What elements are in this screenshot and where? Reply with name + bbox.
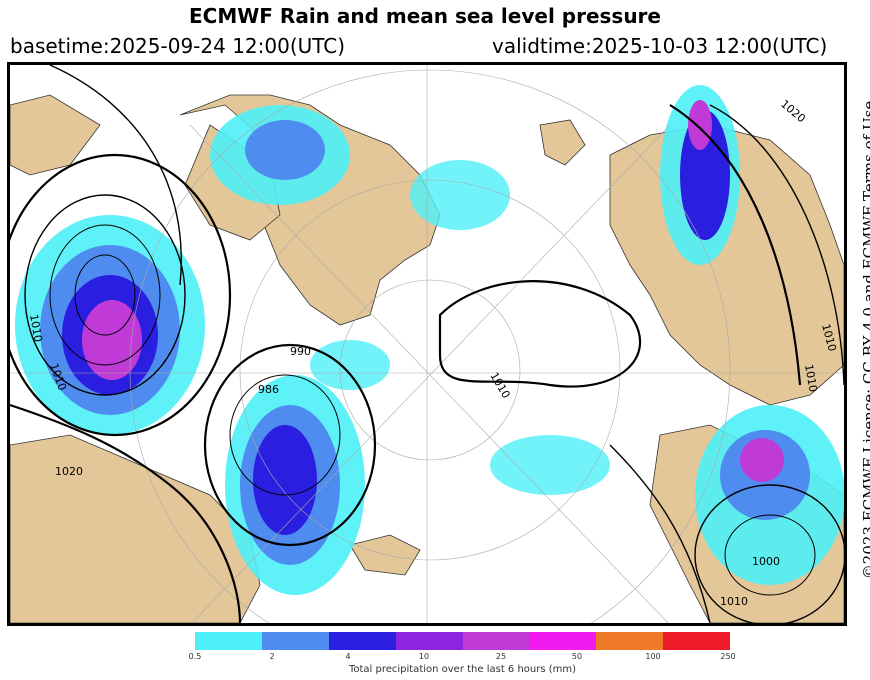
legend-swatch — [529, 632, 597, 650]
precip-patch — [253, 425, 317, 535]
legend-swatch — [195, 632, 262, 650]
precip-patch — [310, 340, 390, 390]
isobar-label: 986 — [258, 383, 279, 396]
map-title: ECMWF Rain and mean sea level pressure — [189, 4, 661, 28]
legend-ticks: 0.5 2 4 10 25 50 100 250 — [0, 652, 870, 662]
isobar — [10, 153, 232, 437]
alaska-land — [10, 94, 101, 176]
northwest-land — [10, 434, 261, 623]
isobar — [438, 280, 642, 388]
isobar — [10, 403, 242, 623]
isobar-label: 990 — [290, 345, 311, 358]
isobar — [203, 343, 377, 547]
svalbard-land — [539, 119, 586, 166]
precip-patch — [490, 435, 610, 495]
legend-swatch — [395, 632, 463, 650]
legend-swatch — [462, 632, 530, 650]
precip-patch — [82, 300, 142, 380]
legend-tick-label: 100 — [645, 652, 661, 661]
isobar — [229, 374, 341, 496]
isobar-label: 1010 — [720, 595, 748, 608]
precip-patch — [245, 120, 325, 180]
isobar — [724, 514, 816, 596]
isobar — [669, 104, 802, 386]
legend-swatch — [328, 632, 396, 650]
weather-map[interactable]: 1020 1010 990 986 1010 1010 1020 1010 10… — [7, 62, 847, 626]
precipitation-legend — [195, 632, 730, 650]
legend-tick-label: 4 — [345, 652, 351, 661]
legend-tick-label: 10 — [418, 652, 430, 661]
legend-swatch — [261, 632, 329, 650]
isobar-label: 1020 — [55, 465, 83, 478]
isobar — [609, 444, 711, 623]
precip-patch — [740, 438, 784, 482]
isobar — [49, 65, 182, 286]
isobar — [49, 224, 161, 366]
precip-patch — [410, 160, 510, 230]
isobar-label: 1020 — [778, 97, 808, 125]
legend-tick-label: 0.5 — [188, 652, 202, 661]
isobar-label: 1010 — [802, 363, 820, 393]
isobar-label: 1000 — [752, 555, 780, 568]
isobar-label: 1010 — [487, 370, 512, 401]
legend-tick-label: 50 — [571, 652, 583, 661]
legend-swatch — [663, 632, 730, 650]
iceland-land — [349, 534, 421, 576]
legend-tick-label: 250 — [720, 652, 736, 661]
legend-caption: Total precipitation over the last 6 hour… — [348, 664, 577, 675]
legend-swatch — [596, 632, 664, 650]
isobar — [694, 484, 844, 623]
basetime-label: basetime:2025-09-24 12:00(UTC) — [10, 34, 346, 58]
isobar — [24, 194, 186, 396]
validtime-label: validtime:2025-10-03 12:00(UTC) — [492, 34, 828, 58]
land-layer — [10, 94, 844, 623]
isobar — [709, 104, 844, 386]
precip-patch — [688, 100, 712, 150]
legend-tick-label: 25 — [495, 652, 507, 661]
map-canvas: 1020 1010 990 986 1010 1010 1020 1010 10… — [10, 65, 844, 623]
licence-text: ©2023 ECMWF Licence: CC BY 4.0 and ECMWF… — [860, 100, 870, 580]
isobar — [74, 254, 136, 336]
isobar-layer — [10, 65, 844, 623]
isobar-label: 1010 — [27, 313, 45, 343]
legend-tick-label: 2 — [269, 652, 275, 661]
